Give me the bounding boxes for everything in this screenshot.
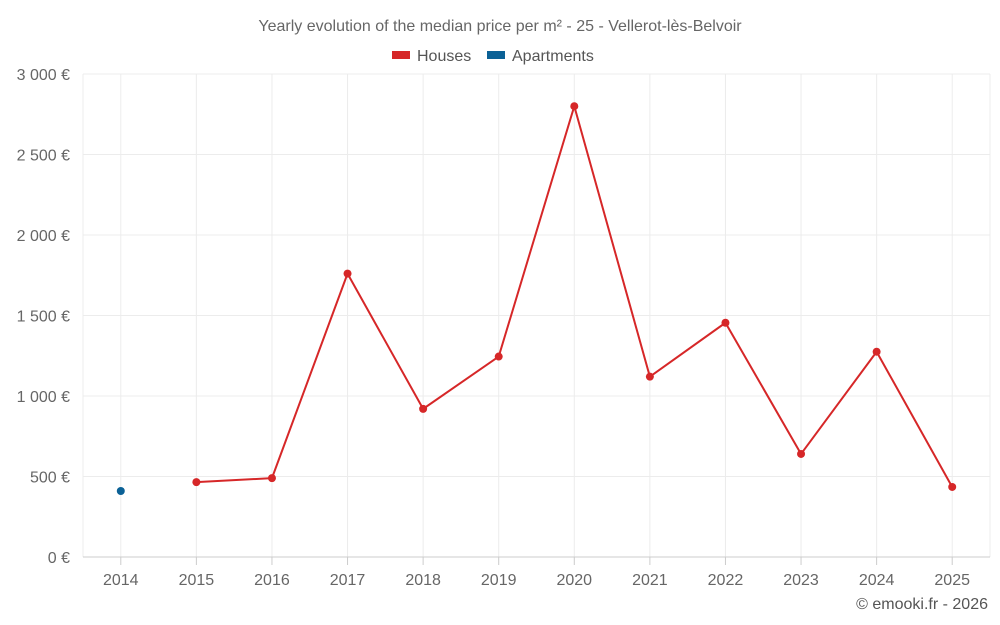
x-tick-label: 2025	[934, 572, 970, 589]
data-point-houses[interactable]	[267, 474, 276, 483]
data-point-houses[interactable]	[797, 449, 806, 458]
y-tick-label: 3 000 €	[17, 67, 70, 84]
data-point-houses[interactable]	[721, 318, 730, 327]
x-tick-label: 2023	[783, 572, 819, 589]
x-tick-label: 2020	[556, 572, 592, 589]
series-apartments	[116, 486, 125, 495]
credit-text: © emooki.fr - 2026	[856, 596, 988, 613]
y-tick-label: 0 €	[48, 550, 70, 567]
legend-label-houses: Houses	[417, 48, 471, 65]
data-point-houses[interactable]	[494, 352, 503, 361]
chart-title: Yearly evolution of the median price per…	[258, 18, 742, 35]
data-point-apartments[interactable]	[116, 486, 125, 495]
x-tick-label: 2021	[632, 572, 668, 589]
data-point-houses[interactable]	[872, 347, 881, 356]
legend-swatch-houses	[392, 51, 410, 59]
x-tick-label: 2014	[103, 572, 139, 589]
series	[116, 102, 957, 495]
data-point-houses[interactable]	[192, 478, 201, 487]
data-point-houses[interactable]	[343, 269, 352, 278]
legend: Houses Apartments	[392, 48, 594, 65]
x-axis: 2014 2015 2016 2017 2018 2019 2020 2021 2022 2023…	[83, 556, 990, 589]
y-tick-label: 2 500 €	[17, 148, 70, 165]
y-tick-label: 1 000 €	[17, 389, 70, 406]
series-houses	[192, 102, 957, 491]
data-point-houses[interactable]	[419, 404, 428, 413]
x-tick-label: 2018	[405, 572, 441, 589]
y-tick-label: 1 500 €	[17, 309, 70, 326]
x-tick-label: 2022	[708, 572, 744, 589]
x-tick-label: 2019	[481, 572, 517, 589]
y-tick-label: 2 000 €	[17, 228, 70, 245]
legend-item-apartments[interactable]: Apartments	[487, 48, 594, 65]
data-point-houses[interactable]	[948, 482, 957, 491]
y-tick-label: 500 €	[30, 470, 70, 487]
x-tick-label: 2015	[179, 572, 215, 589]
data-point-houses[interactable]	[570, 102, 579, 111]
x-tick-label: 2017	[330, 572, 366, 589]
legend-item-houses[interactable]: Houses	[392, 48, 471, 65]
legend-swatch-apartments	[487, 51, 505, 59]
x-tick-label: 2016	[254, 572, 290, 589]
grid	[82, 73, 991, 557]
x-tick-label: 2024	[859, 572, 895, 589]
legend-label-apartments: Apartments	[512, 48, 594, 65]
data-point-houses[interactable]	[645, 372, 654, 381]
y-axis: 0 € 500 € 1 000 € 1 500 € 2 000 € 2 500 € 3 00…	[17, 67, 70, 567]
